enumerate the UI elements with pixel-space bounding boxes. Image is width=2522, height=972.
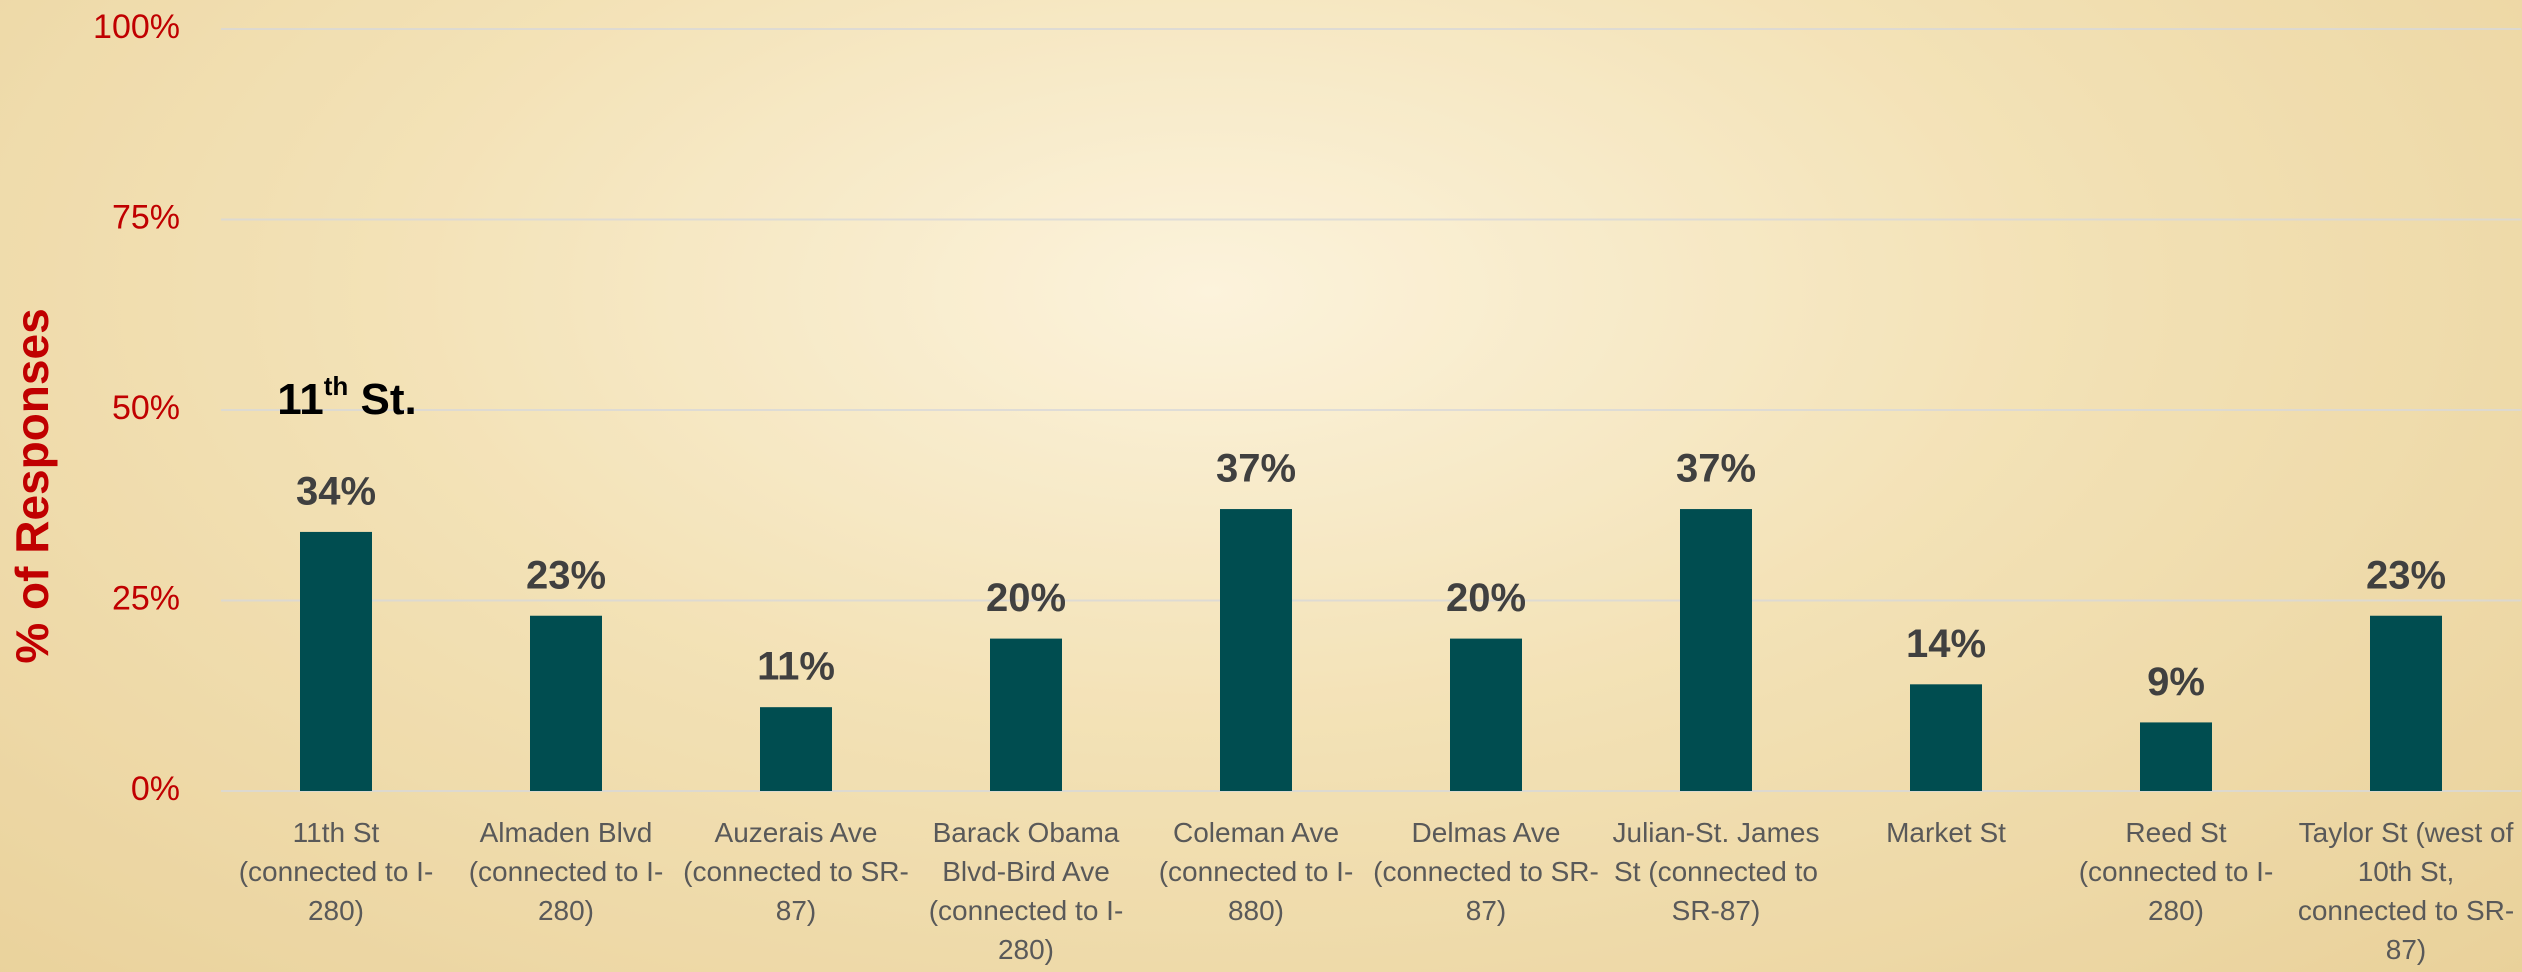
y-tick-label: 25% (112, 579, 180, 617)
x-tick-label: Market St (1886, 817, 2006, 848)
annotation: 11th St. (277, 371, 417, 424)
y-tick-label: 50% (112, 389, 180, 427)
bar (990, 638, 1062, 791)
data-label: 9% (2147, 660, 2205, 704)
data-label: 20% (1446, 576, 1526, 620)
bar (1910, 684, 1982, 791)
x-tick-label: Julian-St. James St (connected to SR-87) (1612, 817, 1820, 926)
x-tick-label: Taylor St (west of 10th St, connected to… (2297, 817, 2515, 965)
bar (2370, 615, 2442, 791)
y-tick-label: 0% (131, 770, 180, 808)
bar (2140, 722, 2212, 791)
x-tick-label: 11th St (connected to I-280) (238, 817, 434, 926)
data-label: 23% (526, 553, 606, 597)
bar (300, 531, 372, 791)
bar (760, 707, 832, 791)
data-label: 37% (1676, 447, 1756, 491)
y-axis-label: % of Responses (6, 308, 58, 663)
x-tick-label: Coleman Ave (connected to I-880) (1158, 817, 1354, 926)
x-tick-label: Barack Obama Blvd-Bird Ave (connected to… (928, 817, 1124, 965)
data-label: 14% (1906, 622, 1986, 666)
data-label: 20% (986, 576, 1066, 620)
bar (1680, 509, 1752, 791)
y-tick-label: 75% (112, 198, 180, 236)
y-tick-label: 100% (93, 8, 180, 46)
data-label: 11% (757, 645, 835, 689)
x-tick-label: Reed St (connected to I-280) (2078, 817, 2274, 926)
bar (530, 615, 602, 791)
data-label: 23% (2366, 553, 2446, 597)
data-label: 37% (1216, 447, 1296, 491)
data-label: 34% (296, 469, 376, 513)
bar (1220, 509, 1292, 791)
bar (1450, 638, 1522, 791)
x-tick-label: Delmas Ave (connected to SR-87) (1373, 817, 1599, 926)
x-tick-label: Auzerais Ave (connected to SR-87) (683, 817, 909, 926)
x-tick-label: Almaden Blvd (connected to I-280) (468, 817, 664, 926)
